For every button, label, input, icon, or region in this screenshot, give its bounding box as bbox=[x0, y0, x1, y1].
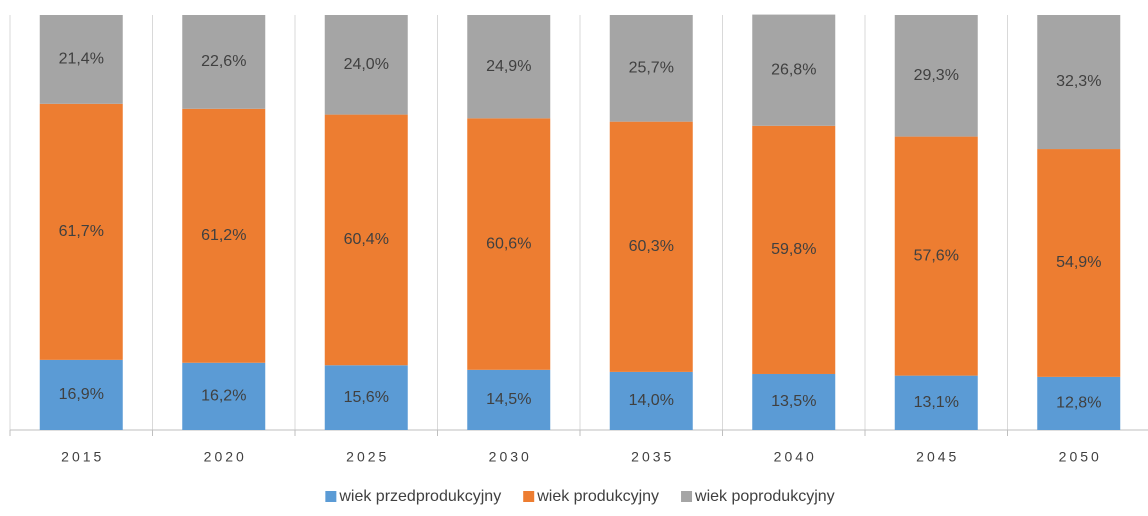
value-label: 14,0% bbox=[629, 392, 674, 409]
x-tick-label: 2020 bbox=[204, 449, 247, 465]
x-tick-label: 2045 bbox=[916, 449, 959, 465]
bar-segment bbox=[609, 15, 693, 122]
value-label: 21,4% bbox=[59, 51, 104, 68]
value-label: 16,2% bbox=[201, 388, 246, 405]
value-label: 32,3% bbox=[1056, 73, 1101, 90]
value-label: 57,6% bbox=[914, 247, 959, 264]
value-label: 61,2% bbox=[201, 227, 246, 244]
bar-segment bbox=[182, 108, 266, 363]
x-tick-label: 2025 bbox=[346, 449, 389, 465]
bar-segment bbox=[752, 14, 836, 126]
bar-segment bbox=[894, 15, 978, 137]
legend-swatch bbox=[523, 491, 535, 502]
legend-label: wiek poprodukcyjny bbox=[694, 488, 835, 505]
value-label: 60,4% bbox=[344, 231, 389, 248]
legend-swatch bbox=[681, 491, 693, 502]
bar-segment bbox=[1037, 376, 1121, 430]
bar-segment bbox=[467, 369, 551, 430]
bar-segment bbox=[894, 375, 978, 430]
value-label: 60,6% bbox=[486, 235, 531, 252]
value-label: 61,7% bbox=[59, 223, 104, 240]
value-label: 24,9% bbox=[486, 58, 531, 75]
x-tick-label: 2015 bbox=[61, 449, 104, 465]
value-label: 25,7% bbox=[629, 60, 674, 77]
bar-segment bbox=[609, 121, 693, 372]
bar-segment bbox=[39, 15, 123, 104]
bar-segment bbox=[609, 371, 693, 430]
value-label: 54,9% bbox=[1056, 254, 1101, 271]
value-label: 59,8% bbox=[771, 241, 816, 258]
legend-swatch bbox=[325, 491, 337, 502]
legend: wiek przedprodukcyjny wiek produkcyjny wie… bbox=[325, 488, 835, 505]
value-label: 13,5% bbox=[771, 393, 816, 410]
value-label: 26,8% bbox=[771, 61, 816, 78]
bar-segment bbox=[467, 118, 551, 370]
value-label: 24,0% bbox=[344, 56, 389, 73]
x-tick-label: 2040 bbox=[774, 449, 817, 465]
value-label: 16,9% bbox=[59, 386, 104, 403]
value-label: 14,5% bbox=[486, 391, 531, 408]
value-label: 22,6% bbox=[201, 53, 246, 70]
bar-segment bbox=[752, 373, 836, 430]
bar-segment bbox=[182, 362, 266, 430]
legend-label: wiek przedprodukcyjny bbox=[338, 488, 501, 505]
bar-segment bbox=[324, 365, 408, 430]
bar-segment bbox=[39, 359, 123, 430]
bar-segment bbox=[467, 15, 551, 119]
x-tick-label: 2050 bbox=[1059, 449, 1102, 465]
bar-segment bbox=[752, 125, 836, 374]
bar-segment bbox=[182, 15, 266, 109]
bar-segment bbox=[39, 103, 123, 360]
bar-segment bbox=[894, 136, 978, 376]
x-tick-label: 2035 bbox=[631, 449, 674, 465]
bar-segment bbox=[324, 15, 408, 115]
bar-segment bbox=[324, 114, 408, 366]
bar-segment bbox=[1037, 149, 1121, 377]
legend-label: wiek produkcyjny bbox=[536, 488, 659, 505]
x-tick-label: 2030 bbox=[489, 449, 532, 465]
value-label: 60,3% bbox=[629, 238, 674, 255]
bar-segment bbox=[1037, 15, 1121, 150]
value-label: 15,6% bbox=[344, 389, 389, 406]
value-label: 13,1% bbox=[914, 394, 959, 411]
value-label: 29,3% bbox=[914, 67, 959, 84]
value-label: 12,8% bbox=[1056, 395, 1101, 412]
